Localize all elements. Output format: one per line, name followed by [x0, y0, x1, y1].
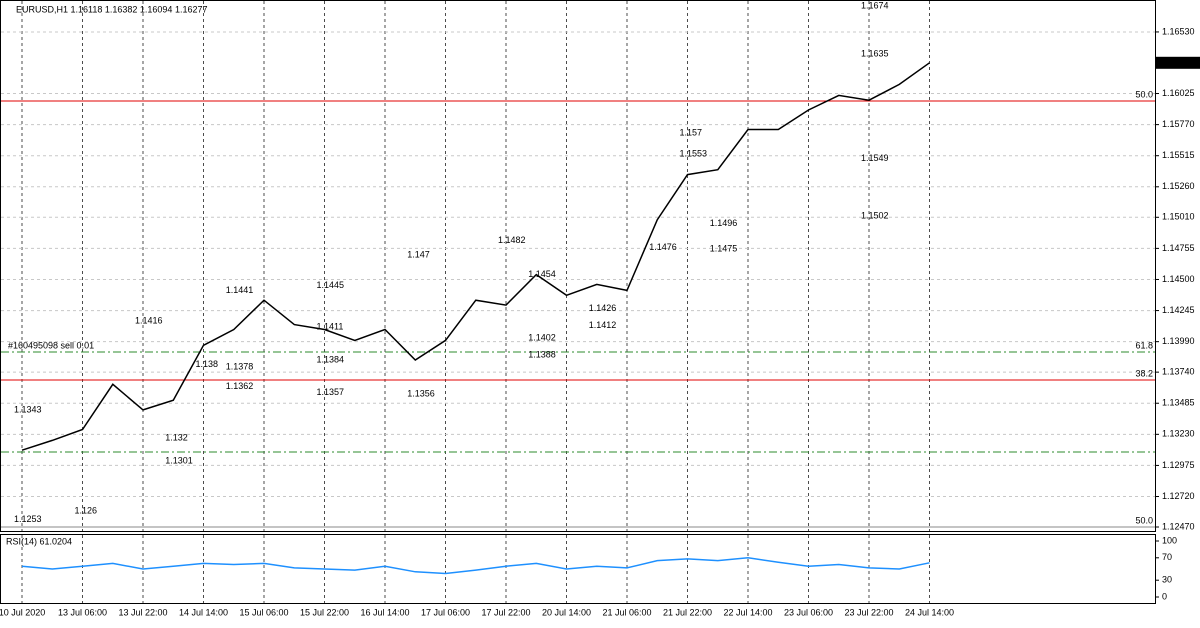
price-annotation: 1.1445 — [317, 280, 345, 290]
price-annotation: 1.1553 — [680, 148, 708, 158]
y-tick-label: 1.15010 — [1162, 212, 1195, 222]
price-line — [21, 62, 930, 451]
y-tick-label: 1.12975 — [1162, 460, 1195, 470]
x-tick-label: 21 Jul 22:00 — [663, 607, 712, 617]
price-annotation: 1.1412 — [589, 320, 617, 330]
price-annotation: 1.1411 — [317, 321, 344, 331]
y-tick-label: 1.15515 — [1162, 150, 1195, 160]
x-tick-label: 23 Jul 06:00 — [784, 607, 833, 617]
y-tick-label: 1.12720 — [1162, 491, 1195, 501]
last-price-label: 1.16277 — [1160, 57, 1193, 67]
price-annotation: 1.1482 — [498, 235, 526, 245]
level-label: 38.2 — [1135, 368, 1153, 378]
price-annotation: 1.157 — [680, 128, 703, 138]
y-tick-label: 30 — [1162, 575, 1172, 585]
rsi-pane — [0, 534, 1156, 604]
order-label: #160495098 sell 0.01 — [8, 340, 94, 350]
y-tick-label: 1.16530 — [1162, 26, 1195, 36]
price-annotation: 1.126 — [75, 506, 98, 516]
level-label: 50.0 — [1135, 89, 1153, 99]
price-annotation: 1.1635 — [861, 48, 889, 58]
price-annotation: 1.1384 — [317, 354, 345, 364]
y-tick-label: 1.14755 — [1162, 243, 1195, 253]
x-tick-label: 22 Jul 14:00 — [723, 607, 772, 617]
price-annotation: 1.1426 — [589, 303, 617, 313]
y-tick-label: 1.16025 — [1162, 88, 1195, 98]
level-label: 50.0 — [1135, 515, 1153, 525]
price-annotation: 1.1476 — [649, 242, 677, 252]
y-tick-label: 1.13230 — [1162, 429, 1195, 439]
price-annotation: 1.132 — [165, 432, 188, 442]
y-tick-label: 0 — [1162, 591, 1167, 601]
x-tick-label: 20 Jul 14:00 — [542, 607, 591, 617]
x-tick-label: 13 Jul 06:00 — [58, 607, 107, 617]
y-tick-label: 1.15770 — [1162, 119, 1195, 129]
y-tick-label: 1.14245 — [1162, 305, 1195, 315]
rsi-title: RSI(14) 61.0204 — [6, 536, 72, 546]
y-tick-label: 1.13740 — [1162, 367, 1195, 377]
x-tick-label: 14 Jul 14:00 — [179, 607, 228, 617]
price-annotation: 1.1357 — [317, 387, 345, 397]
price-annotation: 1.1362 — [226, 381, 254, 391]
price-annotation: 1.138 — [196, 359, 219, 369]
x-tick-label: 10 Jul 2020 — [0, 607, 45, 617]
x-tick-label: 24 Jul 14:00 — [905, 607, 954, 617]
price-annotation: 1.147 — [407, 249, 430, 259]
price-annotation: 1.1416 — [135, 315, 163, 325]
x-tick-label: 16 Jul 14:00 — [360, 607, 409, 617]
price-annotation: 1.1674 — [861, 1, 889, 11]
y-tick-label: 70 — [1162, 552, 1172, 562]
y-tick-label: 100 — [1162, 535, 1177, 545]
x-tick-label: 17 Jul 06:00 — [421, 607, 470, 617]
chart-title: EURUSD,H1 1.16118 1.16382 1.16094 1.1627… — [16, 4, 207, 14]
price-annotation: 1.1301 — [165, 456, 193, 466]
price-annotation: 1.1388 — [528, 349, 556, 359]
price-annotation: 1.1343 — [14, 404, 42, 414]
y-tick-label: 1.13990 — [1162, 336, 1195, 346]
price-annotation: 1.1402 — [528, 332, 556, 342]
x-tick-label: 15 Jul 22:00 — [300, 607, 349, 617]
x-tick-label: 17 Jul 22:00 — [481, 607, 530, 617]
y-tick-label: 1.12470 — [1162, 521, 1195, 531]
y-tick-label: 1.14500 — [1162, 274, 1195, 284]
price-annotation: 1.1549 — [861, 153, 889, 163]
price-annotation: 1.1356 — [407, 388, 435, 398]
level-label: 61.8 — [1135, 340, 1153, 350]
y-tick-label: 1.15260 — [1162, 181, 1195, 191]
x-tick-label: 15 Jul 06:00 — [239, 607, 288, 617]
price-annotation: 1.1475 — [710, 243, 738, 253]
price-annotation: 1.1253 — [14, 514, 42, 524]
price-annotation: 1.1496 — [710, 218, 738, 228]
x-tick-label: 21 Jul 06:00 — [602, 607, 651, 617]
last-price-box — [1156, 56, 1200, 69]
price-annotation: 1.1441 — [226, 285, 254, 295]
price-line — [21, 557, 930, 575]
y-tick-label: 1.13485 — [1162, 398, 1195, 408]
price-annotation: 1.1454 — [528, 269, 556, 279]
price-annotation: 1.1502 — [861, 210, 889, 220]
x-tick-label: 23 Jul 22:00 — [844, 607, 893, 617]
price-pane — [0, 0, 1156, 532]
price-annotation: 1.1378 — [226, 362, 254, 372]
x-tick-label: 13 Jul 22:00 — [118, 607, 167, 617]
